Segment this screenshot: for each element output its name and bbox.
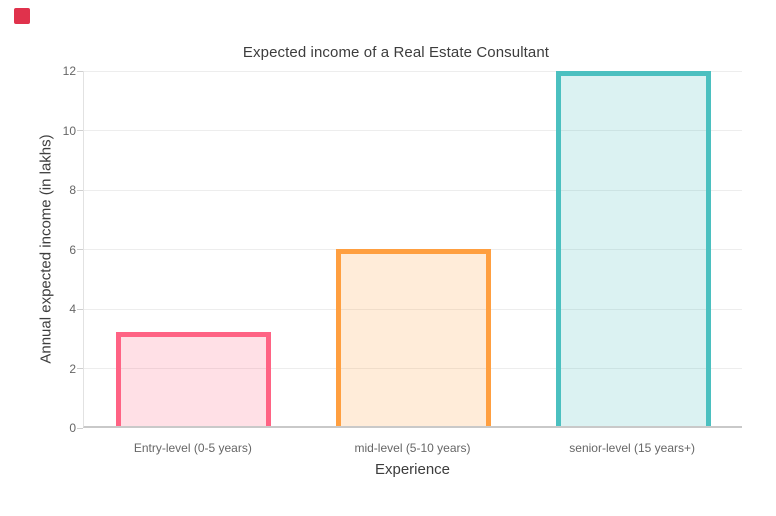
y-tick-label-2: 2	[69, 361, 76, 376]
chart-title: Expected income of a Real Estate Consult…	[242, 44, 550, 61]
gridline-y-10	[84, 130, 742, 131]
y-tick-mark-6	[77, 249, 83, 250]
red-square-marker	[14, 8, 30, 24]
y-tick-mark-10	[77, 130, 83, 131]
bar-senior-level[interactable]	[555, 70, 711, 426]
x-axis-title: Experience	[374, 461, 451, 478]
x-tick-label-senior-level: senior-level (15 years+)	[569, 441, 696, 455]
y-tick-mark-12	[77, 70, 83, 72]
y-tick-mark-8	[77, 189, 83, 191]
y-tick-mark-4	[77, 308, 83, 310]
y-tick-label-0: 0	[69, 421, 76, 435]
bar-entry-level[interactable]	[116, 332, 272, 426]
gridline-y-12	[84, 70, 742, 72]
gridline-y-8	[84, 189, 742, 191]
y-tick-label-12: 12	[62, 64, 76, 78]
bar-mid-level[interactable]	[336, 249, 491, 426]
y-tick-mark-0	[77, 427, 83, 429]
plot-area	[77, 70, 742, 429]
y-tick-label-6: 6	[69, 242, 76, 257]
y-tick-label-8: 8	[69, 183, 76, 197]
y-tick-mark-2	[77, 368, 83, 369]
x-tick-label-entry-level: Entry-level (0-5 years)	[133, 441, 252, 455]
y-tick-label-10: 10	[62, 123, 76, 138]
gridline-y-2	[84, 368, 742, 369]
y-tick-label-4: 4	[69, 302, 76, 316]
gridline-y-4	[84, 308, 742, 310]
x-tick-label-mid-level: mid-level (5-10 years)	[354, 441, 471, 455]
